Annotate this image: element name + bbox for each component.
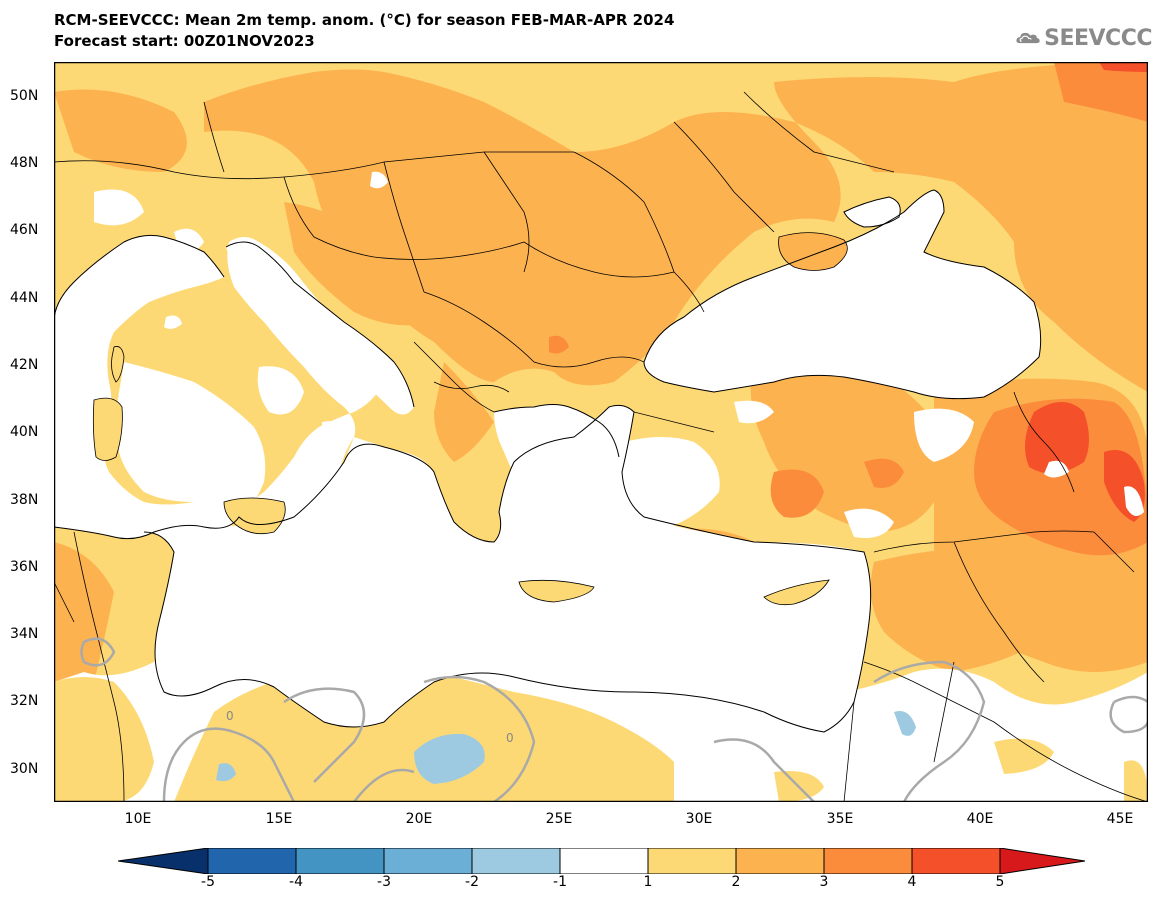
colorbar-segment <box>118 848 209 874</box>
lat-label: 40N <box>10 424 39 440</box>
seevccc-logo: SEEVCCC <box>1016 20 1152 56</box>
lat-label: 36N <box>10 559 39 575</box>
colorbar-segment <box>647 848 737 874</box>
seas-2 <box>116 242 619 536</box>
colorbar-tick: 1 <box>643 874 653 890</box>
colorbar-segment <box>559 848 649 874</box>
azov-sea <box>844 197 901 227</box>
anomaly-3-4 <box>549 62 1148 556</box>
lat-label: 46N <box>10 222 39 238</box>
black-sea <box>644 190 1041 399</box>
colorbar-segment <box>295 848 385 874</box>
lon-label: 40E <box>966 811 994 827</box>
colorbar-segment <box>383 848 473 874</box>
colorbar-tick: -3 <box>377 874 391 890</box>
logo-text: SEEVCCC <box>1044 25 1152 51</box>
colorbar-tick: 2 <box>731 874 741 890</box>
colorbar-tick: -2 <box>465 874 479 890</box>
lat-label: 30N <box>10 761 39 777</box>
lon-label: 15E <box>265 811 293 827</box>
lat-label: 42N <box>10 357 39 373</box>
colorbar-tick: -5 <box>201 874 215 890</box>
colorbar-segment <box>999 848 1086 874</box>
sardinia <box>92 397 123 461</box>
colorbar-segment <box>735 848 825 874</box>
lat-label: 38N <box>10 492 39 508</box>
map-title: RCM-SEEVCCC: Mean 2m temp. anom. (°C) fo… <box>54 10 674 52</box>
lat-label: 44N <box>10 290 39 306</box>
lat-label: 50N <box>10 88 39 104</box>
contour-label: 0 <box>226 709 234 723</box>
colorbar-tick: -1 <box>553 874 567 890</box>
cyprus <box>763 579 830 606</box>
zero-contours <box>80 637 1148 802</box>
tyrrhenian-sea <box>116 362 266 517</box>
aegean-sea <box>494 404 619 536</box>
anomaly-4-5 <box>1025 62 1148 522</box>
coastlines <box>54 189 1042 733</box>
colorbar-segment <box>823 848 913 874</box>
sicily <box>223 497 286 535</box>
adriatic-sea <box>226 242 414 415</box>
colorbar-segment <box>207 848 297 874</box>
colorbar-tick: 5 <box>995 874 1005 890</box>
crete <box>518 579 595 603</box>
islands <box>92 346 830 606</box>
eastern-mediterranean <box>114 405 871 732</box>
country-borders <box>54 91 1148 802</box>
lat-label: 34N <box>10 626 39 642</box>
title-line-1: RCM-SEEVCCC: Mean 2m temp. anom. (°C) fo… <box>54 11 675 29</box>
lon-label: 10E <box>124 811 152 827</box>
colorbar-segment <box>471 848 561 874</box>
cloud-icon <box>1016 32 1040 44</box>
colorbar-segment <box>911 848 1001 874</box>
lat-label: 32N <box>10 693 39 709</box>
temperature-anomaly-map: 0 0 <box>54 62 1148 802</box>
lon-label: 20E <box>405 811 433 827</box>
colorbar-tick: -4 <box>289 874 303 890</box>
corsica <box>111 346 125 383</box>
anomaly-1-2-patches <box>54 677 1148 802</box>
colorbar-tick: 3 <box>819 874 829 890</box>
title-line-2: Forecast start: 00Z01NOV2023 <box>54 32 315 50</box>
lon-label: 30E <box>685 811 713 827</box>
contour-label: 0 <box>506 731 514 745</box>
map-frame <box>54 62 1148 802</box>
lon-label: 45E <box>1106 811 1134 827</box>
colorbar-tick: 4 <box>907 874 917 890</box>
lat-label: 48N <box>10 155 39 171</box>
colorbar <box>118 848 1086 874</box>
anomaly-minus-1-minus-2 <box>216 711 916 784</box>
lon-label: 35E <box>826 811 854 827</box>
lon-label: 25E <box>545 811 573 827</box>
